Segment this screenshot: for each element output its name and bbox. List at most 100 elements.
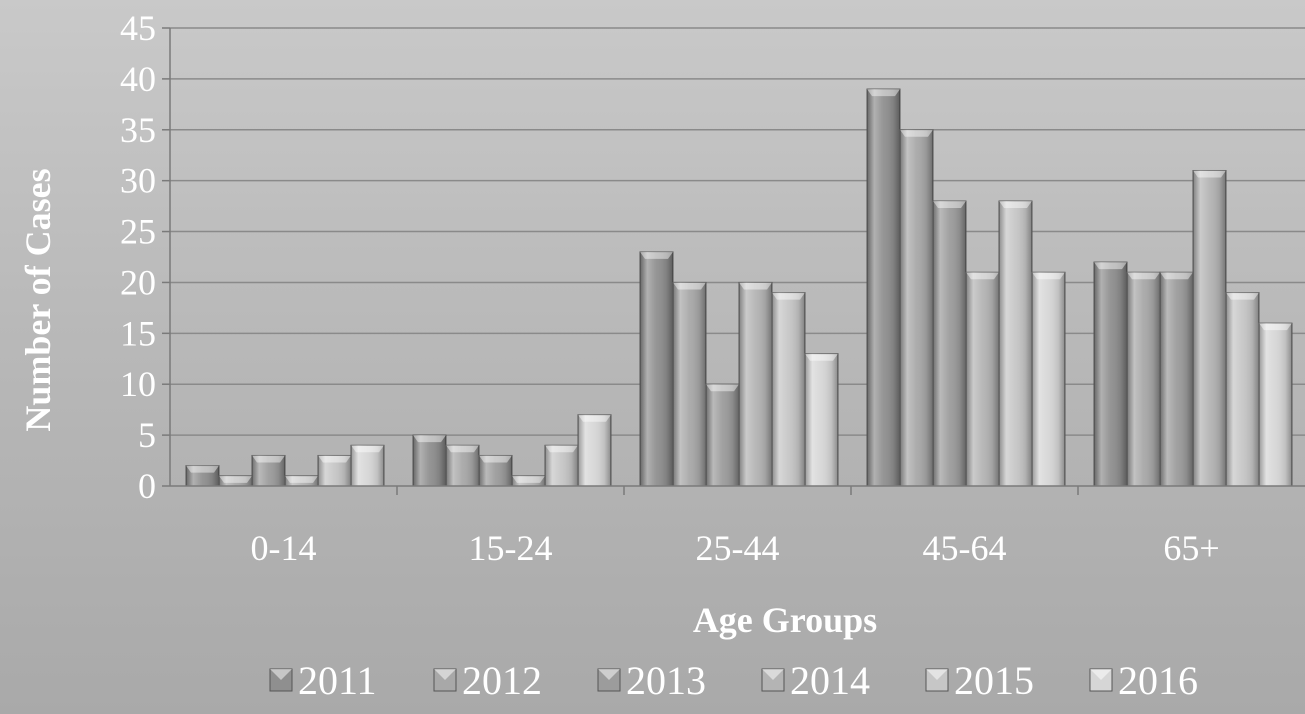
bars xyxy=(185,88,1293,487)
bar xyxy=(445,444,480,487)
legend-item: 2013 xyxy=(597,658,706,703)
bar-bevel xyxy=(739,282,772,290)
bar xyxy=(1031,271,1066,487)
legend-swatch-bevel xyxy=(270,669,292,680)
bar-shading xyxy=(545,445,578,486)
bar xyxy=(672,281,707,487)
bar xyxy=(251,454,286,487)
bar-bevel xyxy=(673,282,706,290)
bar-shading xyxy=(479,455,512,486)
legend-label: 2015 xyxy=(954,658,1034,703)
bar-bevel xyxy=(186,465,219,473)
bar-shading xyxy=(900,129,933,486)
x-tick-label: 0-14 xyxy=(251,528,317,568)
bar xyxy=(639,251,674,487)
bar xyxy=(412,434,447,487)
bar-shading xyxy=(285,475,318,486)
bar-shading xyxy=(413,435,446,486)
bar xyxy=(478,454,513,487)
legend-item: 2012 xyxy=(433,658,542,703)
bar-bevel xyxy=(219,475,252,483)
bar-bevel xyxy=(640,251,673,259)
bar-shading xyxy=(252,455,285,486)
bar xyxy=(804,353,839,487)
bar-bevel xyxy=(706,384,739,392)
legend-item: 2015 xyxy=(925,658,1034,703)
y-tick-labels: 0 5 10 15 20 25 30 35 40 45 xyxy=(120,8,156,506)
bar-bevel xyxy=(805,353,838,361)
y-tick-label: 0 xyxy=(138,466,156,506)
bar-bevel xyxy=(413,435,446,443)
bar-shading xyxy=(772,292,805,486)
bar xyxy=(738,281,773,487)
bar-bevel xyxy=(772,292,805,300)
bar-bevel xyxy=(1094,262,1127,270)
bar xyxy=(1093,261,1128,487)
bar xyxy=(511,475,546,487)
bar xyxy=(218,475,253,487)
bar-bevel xyxy=(1226,292,1259,300)
bar-shading xyxy=(966,272,999,486)
legend-item: 2016 xyxy=(1089,658,1198,703)
bar xyxy=(284,475,319,487)
bar-bevel xyxy=(867,89,900,97)
bar-shading xyxy=(186,465,219,486)
bar-bevel xyxy=(578,414,611,422)
bar xyxy=(899,129,934,487)
bar-bevel xyxy=(966,272,999,280)
bar-shading xyxy=(640,251,673,486)
bar-shading xyxy=(673,282,706,486)
legend-swatch-bevel xyxy=(1090,669,1112,680)
bar xyxy=(577,414,612,487)
bar xyxy=(1192,169,1227,487)
x-tick-label: 25-44 xyxy=(696,528,780,568)
bar-bevel xyxy=(545,445,578,453)
bar-bevel xyxy=(351,445,384,453)
bar-shading xyxy=(1226,292,1259,486)
bar-shading xyxy=(578,414,611,486)
bar-bevel xyxy=(1259,323,1292,331)
bar xyxy=(185,465,220,487)
bar-bevel xyxy=(252,455,285,463)
bar-shading xyxy=(219,475,252,486)
bar-bevel xyxy=(1127,272,1160,280)
bar xyxy=(771,292,806,487)
y-tick-label: 10 xyxy=(120,364,156,404)
legend-swatch-bevel xyxy=(762,669,784,680)
y-tick-label: 20 xyxy=(120,262,156,302)
bar xyxy=(1159,271,1194,487)
bar-bevel xyxy=(999,201,1032,209)
y-tick-label: 5 xyxy=(138,415,156,455)
bar xyxy=(350,444,385,487)
bar-bevel xyxy=(900,129,933,137)
y-tick-label: 45 xyxy=(120,8,156,48)
bar xyxy=(317,454,352,487)
bar-bevel xyxy=(479,455,512,463)
x-tick-labels: 0-14 15-24 25-44 45-64 65+ xyxy=(251,528,1220,568)
x-tick-label: 15-24 xyxy=(469,528,553,568)
bar-shading xyxy=(512,475,545,486)
legend-label: 2012 xyxy=(462,658,542,703)
bar-bevel xyxy=(285,475,318,483)
legend-item: 2011 xyxy=(269,658,377,703)
bar-bevel xyxy=(318,455,351,463)
bar-shading xyxy=(446,445,479,486)
bar-bevel xyxy=(933,201,966,209)
legend-swatch-bevel xyxy=(598,669,620,680)
bar xyxy=(932,200,967,487)
x-tick-label: 45-64 xyxy=(923,528,1007,568)
legend-label: 2011 xyxy=(298,658,377,703)
bar xyxy=(1258,322,1293,487)
bar-shading xyxy=(933,201,966,486)
bar xyxy=(998,200,1033,487)
legend-label: 2016 xyxy=(1118,658,1198,703)
bar-shading xyxy=(318,455,351,486)
y-tick-label: 40 xyxy=(120,59,156,99)
bar-shading xyxy=(805,353,838,486)
y-tick-label: 35 xyxy=(120,110,156,150)
bar xyxy=(1225,292,1260,487)
bar xyxy=(1126,271,1161,487)
bar-bevel xyxy=(446,445,479,453)
y-tick-label: 30 xyxy=(120,161,156,201)
bar-shading xyxy=(999,201,1032,486)
